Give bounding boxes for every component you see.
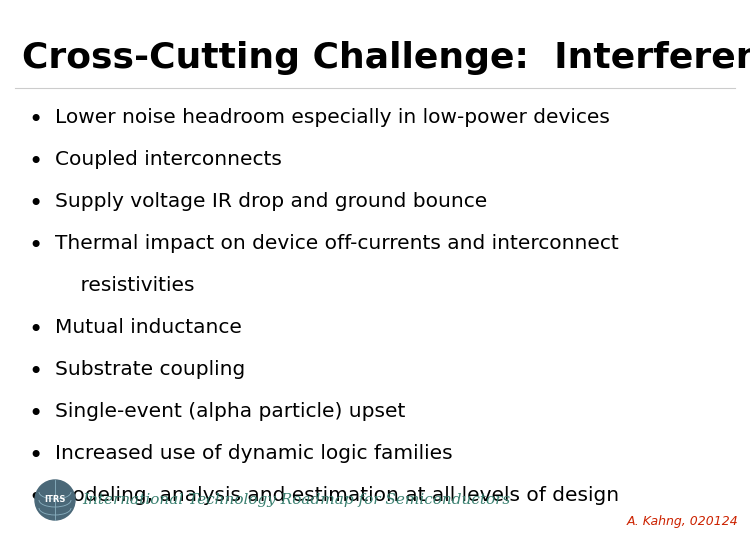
Text: •: •: [28, 444, 42, 468]
Text: Cross-Cutting Challenge:  Interference: Cross-Cutting Challenge: Interference: [22, 41, 750, 75]
Text: ITRS: ITRS: [44, 496, 66, 504]
Text: •: •: [28, 402, 42, 426]
Text: Modeling, analysis and estimation at all levels of design: Modeling, analysis and estimation at all…: [55, 486, 620, 505]
Text: •: •: [28, 192, 42, 216]
Text: •: •: [28, 360, 42, 384]
Text: resistivities: resistivities: [55, 276, 194, 295]
Text: Increased use of dynamic logic families: Increased use of dynamic logic families: [55, 444, 452, 463]
Text: •: •: [28, 150, 42, 174]
Text: Thermal impact on device off-currents and interconnect: Thermal impact on device off-currents an…: [55, 234, 619, 253]
Text: Supply voltage IR drop and ground bounce: Supply voltage IR drop and ground bounce: [55, 192, 488, 211]
Text: •: •: [28, 108, 42, 132]
Text: •: •: [28, 486, 42, 510]
Text: Lower noise headroom especially in low-power devices: Lower noise headroom especially in low-p…: [55, 108, 610, 127]
Text: A. Kahng, 020124: A. Kahng, 020124: [626, 515, 738, 528]
Circle shape: [35, 480, 75, 520]
Text: Mutual inductance: Mutual inductance: [55, 318, 242, 337]
Text: •: •: [28, 318, 42, 342]
Text: Single-event (alpha particle) upset: Single-event (alpha particle) upset: [55, 402, 405, 421]
Text: •: •: [28, 234, 42, 258]
Text: Coupled interconnects: Coupled interconnects: [55, 150, 282, 169]
Text: International Technology Roadmap for Semiconductors: International Technology Roadmap for Sem…: [82, 493, 510, 507]
Text: Substrate coupling: Substrate coupling: [55, 360, 245, 379]
